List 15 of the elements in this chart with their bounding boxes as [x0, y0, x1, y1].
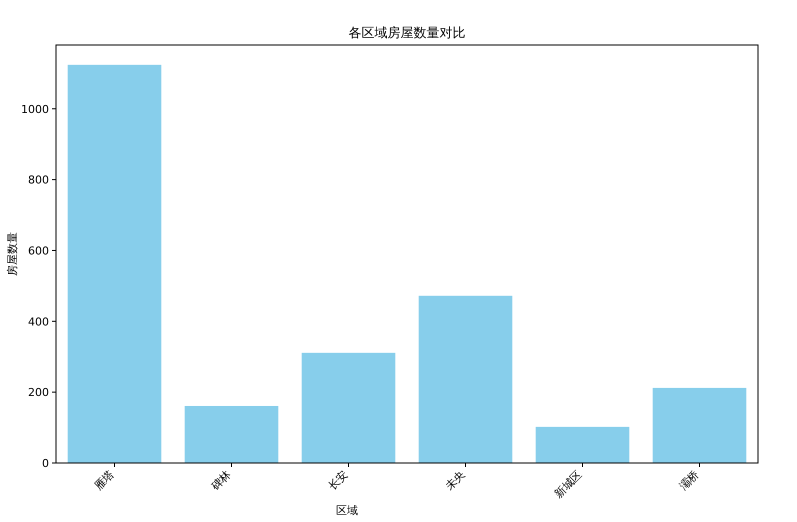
- y-axis-title: 房屋数量: [6, 232, 19, 276]
- y-tick-label: 400: [28, 315, 49, 328]
- y-tick-label: 800: [28, 174, 49, 187]
- y-tick-label: 0: [42, 457, 49, 470]
- y-tick-label: 200: [28, 386, 49, 400]
- x-tick-label: 新城区: [552, 468, 585, 500]
- y-tick-label: 600: [28, 244, 49, 258]
- x-tick-label: 碑林: [208, 468, 234, 494]
- x-tick-label: 长安: [326, 468, 351, 493]
- x-tick-label: 未央: [442, 468, 468, 493]
- x-axis-title: 区域: [336, 504, 358, 517]
- y-tick-label: 1000: [21, 102, 49, 116]
- x-tick-label: 雁塔: [92, 468, 117, 493]
- chart-title: 各区域房屋数量对比: [348, 25, 466, 41]
- x-tick-label: 灞桥: [676, 468, 702, 493]
